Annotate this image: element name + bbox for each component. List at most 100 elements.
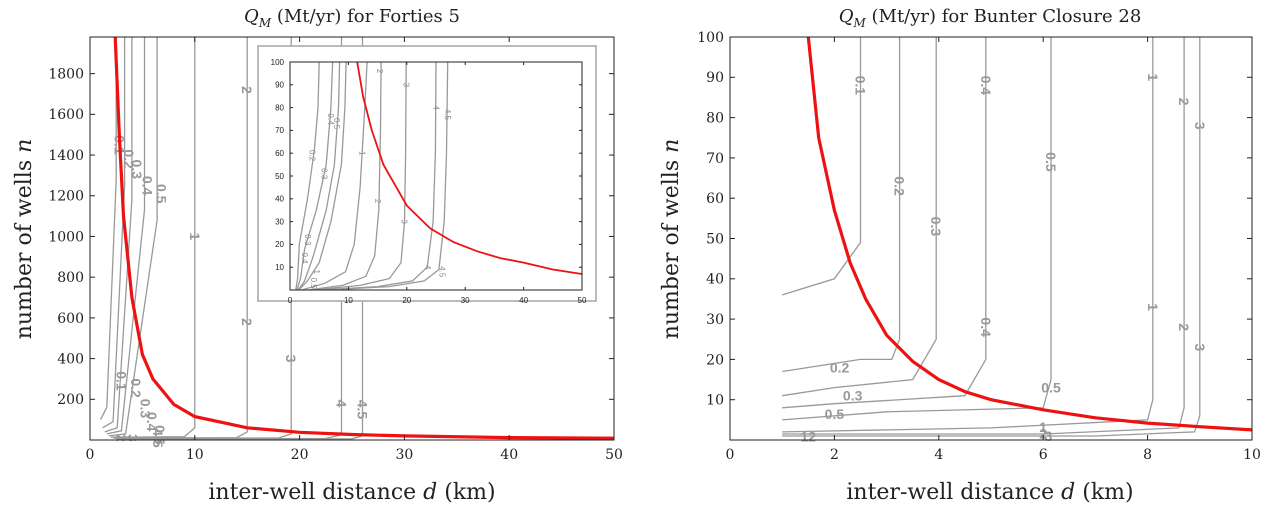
inset-y-tick-label: 30 (275, 217, 284, 226)
inset-contour-label: 1 (357, 151, 366, 156)
inset-contour-label: 4.5 (437, 266, 446, 278)
inset-background (257, 45, 597, 302)
y-tick-label: 10 (706, 393, 724, 409)
contour-label: 0.5 (153, 184, 169, 204)
x-axis-label-var: d (1061, 480, 1075, 505)
inset-y-tick-label: 100 (271, 58, 285, 67)
contour-1 (110, 37, 196, 438)
inset-contour-label: 0.3 (319, 168, 328, 180)
y-axis-label-text: number of wells (659, 153, 684, 339)
inset-y-tick-label: 20 (275, 240, 284, 249)
title-subscript: M (258, 16, 272, 30)
chart-bunter-closure-28: QM (Mt/yr) for Bunter Closure 28 0.10.20… (659, 6, 1261, 505)
inset-contour-label: 4 (432, 105, 441, 110)
inset-contour-label: 4 (423, 265, 432, 270)
y-tick-label: 1200 (48, 189, 84, 205)
contour-0-3 (782, 37, 937, 397)
inset-contour-label: 3 (399, 219, 408, 224)
x-axis-label-var: d (423, 480, 437, 505)
title-subscript: M (852, 16, 866, 30)
y-tick-label: 400 (57, 351, 84, 367)
inset-contour-0-3 (296, 62, 334, 290)
x-tick-label: 2 (830, 447, 839, 463)
x-axis-ticks: 0 2 4 6 8 10 (726, 37, 1261, 463)
y-tick-label: 100 (697, 30, 724, 46)
contour-label: 0.1 (853, 76, 869, 96)
contour-label: 0.5 (825, 406, 845, 422)
chart-title: QM (Mt/yr) for Forties 5 (244, 6, 460, 30)
inset-contour-4-5 (324, 62, 449, 290)
contour-label: 1 (1039, 419, 1047, 435)
inset-x-tick-label: 0 (288, 296, 293, 305)
inset-contour-label: 2 (375, 69, 384, 74)
title-text: (Mt/yr) for Bunter Closure 28 (866, 6, 1142, 27)
inset-contour-2 (307, 62, 382, 290)
y-axis-ticks: 10 20 30 40 50 60 70 80 90 100 (697, 30, 1252, 409)
capacity-boundary (806, 37, 1252, 432)
contour-label: 0.3 (138, 399, 154, 419)
y-tick-label: 50 (706, 231, 724, 247)
title-quantity: Q (244, 6, 259, 27)
x-tick-label: 30 (395, 447, 413, 463)
y-tick-label: 1600 (48, 107, 84, 123)
contour-label: 3 (125, 434, 141, 442)
y-tick-label: 600 (57, 311, 84, 327)
capacity-boundary (113, 37, 614, 440)
contour-label: 0.2 (128, 378, 144, 398)
inset-contour-label: 0.5 (309, 278, 318, 290)
inset-contour-lines (295, 62, 449, 290)
title-text: (Mt/yr) for Forties 5 (271, 6, 460, 27)
x-axis-label: inter-well distance d (km) (208, 480, 495, 505)
contour-label: 1 (1145, 303, 1161, 311)
y-tick-label: 40 (706, 272, 724, 288)
contour-label: 0.5 (1041, 380, 1061, 396)
inset-capacity-boundary (356, 62, 582, 275)
contour-label: 0.3 (843, 388, 863, 404)
contour-0-3 (104, 37, 133, 433)
y-axis-label: number of wells n (659, 139, 684, 340)
y-tick-label: 90 (706, 70, 724, 86)
inset-contour-3 (313, 62, 407, 290)
x-tick-label: 40 (500, 447, 518, 463)
inset-x-tick-label: 40 (519, 296, 528, 305)
inset-contour-1 (301, 62, 368, 290)
x-tick-label: 6 (1039, 447, 1048, 463)
x-tick-label: 50 (605, 447, 623, 463)
x-tick-label: 0 (86, 447, 95, 463)
contour-label: 0.3 (928, 217, 944, 237)
inset-y-tick-label: 40 (275, 195, 284, 204)
inset-contour-label: 1 (312, 270, 321, 275)
contour-0-2 (102, 37, 126, 429)
inset-contour-label: 0.5 (332, 118, 341, 130)
inset-y-tick-label: 80 (275, 103, 284, 112)
y-tick-label: 20 (706, 352, 724, 368)
contour-label: 0.4 (978, 317, 994, 337)
contour-1 (782, 37, 1154, 433)
contour-label: 3 (1045, 428, 1053, 444)
contour-label: 3 (1192, 343, 1208, 351)
y-axis-label-var: n (659, 139, 684, 153)
contour-0-5 (108, 37, 158, 437)
contour-label: 2 (1039, 426, 1047, 442)
contour-label: 4.5 (150, 428, 166, 448)
inset-contour-label: 3 (402, 83, 411, 88)
y-tick-label: 60 (706, 191, 724, 207)
boundary-line (806, 37, 1252, 432)
contour-label: 0.4 (978, 76, 994, 96)
contour-0-1 (99, 37, 117, 420)
inset-x-tick-label: 50 (578, 296, 587, 305)
x-tick-label: 8 (1143, 447, 1152, 463)
contour-label: 12 (801, 428, 817, 444)
y-axis-label: number of wells n (12, 139, 37, 340)
x-axis-ticks: 0 10 20 30 40 50 (86, 37, 623, 463)
boundary-line (113, 37, 614, 440)
title-quantity: Q (839, 6, 854, 27)
contour-label: 3 (283, 355, 299, 363)
contour-label: 0.4 (140, 176, 156, 196)
chart-forties-5: QM (Mt/yr) for Forties 5 0.10.20.30.40.5… (12, 6, 623, 505)
contour-2 (782, 37, 1185, 435)
inset-contour-label: 2 (373, 199, 382, 204)
